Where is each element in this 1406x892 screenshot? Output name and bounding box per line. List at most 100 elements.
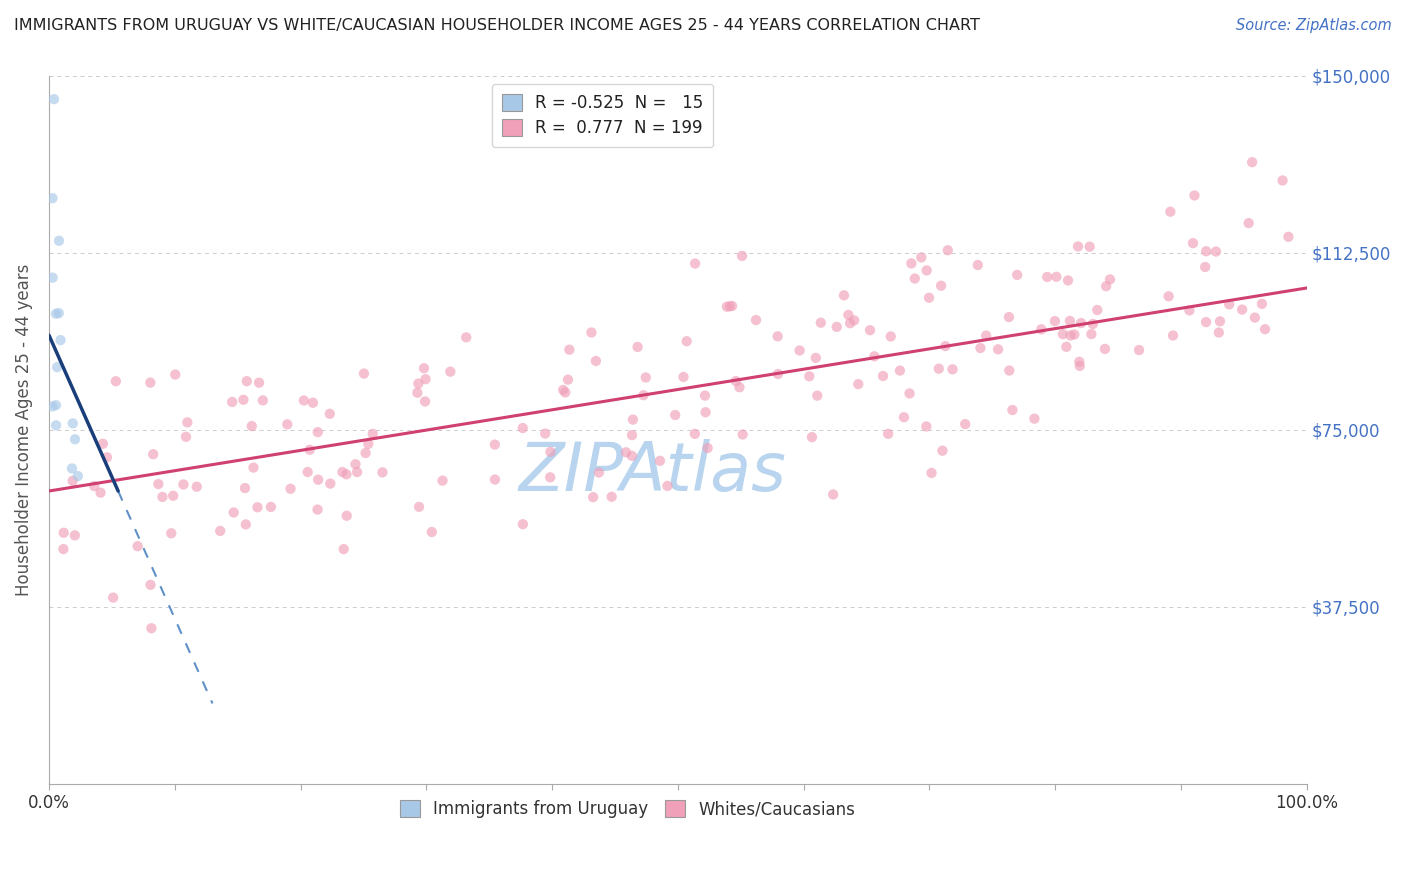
Point bbox=[335, 467, 357, 482]
Point bbox=[648, 454, 671, 468]
Point bbox=[728, 380, 751, 394]
Point bbox=[307, 425, 329, 439]
Point bbox=[1128, 343, 1150, 357]
Point bbox=[534, 426, 557, 441]
Point bbox=[1157, 289, 1180, 303]
Point bbox=[600, 490, 623, 504]
Point bbox=[91, 436, 114, 450]
Point bbox=[408, 376, 430, 391]
Point bbox=[432, 474, 454, 488]
Point bbox=[96, 450, 118, 465]
Point bbox=[936, 244, 959, 258]
Point bbox=[1043, 314, 1066, 328]
Point bbox=[1045, 269, 1067, 284]
Point bbox=[863, 349, 886, 363]
Point bbox=[165, 368, 187, 382]
Point bbox=[90, 485, 112, 500]
Point bbox=[621, 412, 644, 426]
Point bbox=[139, 578, 162, 592]
Point bbox=[915, 263, 938, 277]
Point bbox=[620, 449, 643, 463]
Point bbox=[1161, 328, 1184, 343]
Point bbox=[900, 256, 922, 270]
Point bbox=[633, 388, 655, 402]
Point bbox=[48, 234, 70, 248]
Point bbox=[893, 410, 915, 425]
Point bbox=[1237, 216, 1260, 230]
Point bbox=[931, 443, 953, 458]
Point bbox=[127, 539, 149, 553]
Point bbox=[804, 351, 827, 365]
Point bbox=[344, 457, 367, 471]
Point bbox=[837, 308, 859, 322]
Point bbox=[346, 465, 368, 479]
Point bbox=[1059, 314, 1081, 328]
Point bbox=[1195, 244, 1218, 259]
Point bbox=[160, 526, 183, 541]
Point bbox=[1069, 359, 1091, 373]
Point bbox=[974, 328, 997, 343]
Point bbox=[307, 502, 329, 516]
Point bbox=[929, 278, 952, 293]
Point bbox=[672, 370, 695, 384]
Point bbox=[877, 426, 900, 441]
Point bbox=[731, 249, 754, 263]
Point bbox=[1208, 326, 1230, 340]
Text: ZIPAtlas: ZIPAtlas bbox=[519, 439, 786, 505]
Point bbox=[357, 437, 380, 451]
Point bbox=[52, 542, 75, 557]
Point bbox=[1063, 327, 1085, 342]
Point bbox=[186, 480, 208, 494]
Point bbox=[83, 479, 105, 493]
Point bbox=[484, 437, 506, 451]
Point bbox=[810, 316, 832, 330]
Point bbox=[246, 500, 269, 515]
Point bbox=[162, 489, 184, 503]
Point bbox=[921, 466, 943, 480]
Point bbox=[302, 395, 325, 409]
Point bbox=[354, 446, 377, 460]
Point bbox=[260, 500, 283, 514]
Point bbox=[1057, 273, 1080, 287]
Point bbox=[49, 333, 72, 347]
Point bbox=[910, 251, 932, 265]
Point bbox=[1001, 403, 1024, 417]
Point bbox=[718, 299, 741, 313]
Text: Source: ZipAtlas.com: Source: ZipAtlas.com bbox=[1236, 18, 1392, 33]
Point bbox=[332, 465, 354, 479]
Point bbox=[1218, 297, 1240, 311]
Point bbox=[1178, 303, 1201, 318]
Point bbox=[276, 417, 298, 432]
Point bbox=[1254, 322, 1277, 336]
Point bbox=[292, 393, 315, 408]
Point bbox=[456, 330, 478, 344]
Point bbox=[332, 542, 354, 557]
Point bbox=[1036, 270, 1059, 285]
Point bbox=[1277, 229, 1299, 244]
Point bbox=[298, 442, 321, 457]
Point bbox=[41, 400, 63, 414]
Point bbox=[1184, 188, 1206, 202]
Point bbox=[832, 288, 855, 302]
Point bbox=[62, 474, 84, 488]
Point bbox=[148, 477, 170, 491]
Point bbox=[839, 316, 862, 330]
Point bbox=[1067, 239, 1090, 253]
Point bbox=[634, 370, 657, 384]
Point bbox=[101, 591, 124, 605]
Point bbox=[66, 469, 89, 483]
Point bbox=[695, 405, 717, 419]
Point bbox=[969, 341, 991, 355]
Point bbox=[141, 621, 163, 635]
Point bbox=[1054, 340, 1077, 354]
Point bbox=[683, 256, 706, 270]
Point bbox=[236, 374, 259, 388]
Point bbox=[1271, 173, 1294, 187]
Point bbox=[41, 270, 63, 285]
Point bbox=[823, 487, 845, 501]
Point bbox=[48, 306, 70, 320]
Point bbox=[1078, 240, 1101, 254]
Point bbox=[889, 363, 911, 377]
Point bbox=[1069, 355, 1091, 369]
Point bbox=[800, 430, 823, 444]
